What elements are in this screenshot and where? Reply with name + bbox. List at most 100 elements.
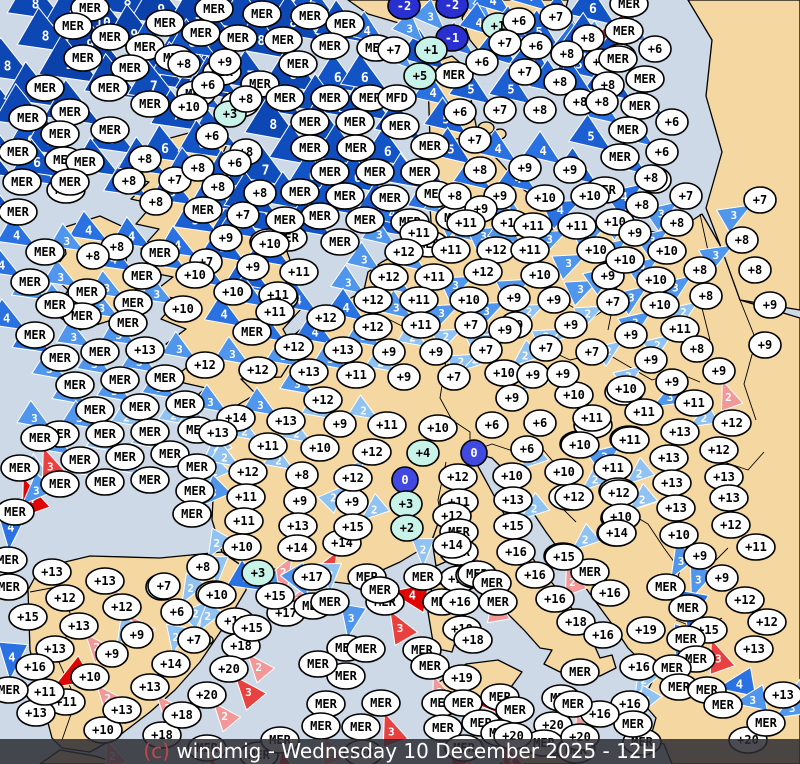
svg-text:MER: MER: [334, 17, 356, 31]
sea-station-oval: MER: [360, 576, 400, 604]
wind-arrow: 3: [389, 609, 419, 647]
temperature-station-oval: +13: [130, 673, 170, 701]
svg-text:4: 4: [85, 224, 92, 238]
svg-text:2: 2: [371, 503, 378, 516]
temperature-station-oval: +9: [748, 331, 782, 359]
svg-text:+16: +16: [628, 660, 650, 674]
svg-text:MER: MER: [251, 7, 273, 21]
svg-text:+2: +2: [400, 521, 414, 535]
svg-text:+11: +11: [345, 368, 367, 382]
svg-text:MER: MER: [4, 505, 26, 519]
svg-text:2: 2: [204, 610, 211, 623]
svg-text:MER: MER: [9, 461, 31, 475]
temperature-station-oval: +10: [83, 716, 123, 744]
temperature-station-oval: +7: [454, 311, 488, 339]
temperature-station-oval: +8: [438, 182, 472, 210]
temperature-station-oval: +9: [753, 291, 787, 319]
svg-text:MER: MER: [159, 447, 181, 461]
svg-text:MER: MER: [315, 697, 337, 711]
svg-text:+9: +9: [564, 318, 578, 332]
svg-text:MER: MER: [7, 145, 29, 159]
svg-text:+7: +7: [447, 370, 461, 384]
temperature-station-oval: +4: [406, 439, 440, 467]
svg-text:MER: MER: [389, 119, 411, 133]
svg-text:+7: +7: [236, 208, 250, 222]
sea-station-oval: MER: [55, 371, 95, 399]
svg-text:MER: MER: [139, 97, 161, 111]
svg-text:+8: +8: [149, 195, 163, 209]
svg-text:+10: +10: [614, 253, 636, 267]
svg-text:+9: +9: [219, 231, 233, 245]
temperature-station-oval: +13: [656, 494, 696, 522]
sea-station-oval: MER: [60, 446, 100, 474]
wind-arrow: 2: [208, 441, 241, 468]
svg-text:+9: +9: [758, 338, 772, 352]
svg-text:+16: +16: [599, 586, 621, 600]
temperature-station-oval: +8: [285, 461, 319, 489]
svg-text:+13: +13: [713, 470, 735, 484]
wind-arrow: 3: [390, 9, 425, 44]
svg-text:MER: MER: [562, 697, 584, 711]
svg-text:+13: +13: [25, 706, 47, 720]
temperature-station-oval: +9: [335, 488, 369, 516]
svg-text:2: 2: [569, 576, 576, 589]
svg-text:+18: +18: [462, 633, 484, 647]
temperature-station-oval: +9: [702, 357, 736, 385]
svg-text:6: 6: [384, 145, 392, 160]
temperature-station-oval: +9: [553, 156, 587, 184]
svg-text:3: 3: [649, 234, 656, 247]
svg-text:+15: +15: [502, 519, 524, 533]
temperature-station-oval: +9: [120, 621, 154, 649]
wind-arrow: 4: [509, 0, 550, 12]
temperature-station-oval: +9: [387, 363, 421, 391]
svg-text:MER: MER: [59, 175, 81, 189]
svg-text:+9: +9: [665, 375, 679, 389]
temperature-station-oval: +12: [333, 464, 373, 492]
svg-text:3: 3: [104, 282, 111, 295]
svg-text:+7: +7: [679, 189, 693, 203]
svg-text:+7: +7: [585, 345, 599, 359]
temperature-station-oval: +12: [228, 458, 268, 486]
svg-text:MER: MER: [34, 81, 56, 95]
svg-text:+9: +9: [246, 260, 260, 274]
sea-station-oval: MER: [172, 500, 212, 528]
svg-text:+8: +8: [239, 92, 253, 106]
svg-text:+12: +12: [247, 363, 269, 377]
temperature-station-oval: +13: [125, 336, 165, 364]
svg-text:8: 8: [4, 59, 12, 74]
temperature-station-oval: +10: [659, 521, 699, 549]
svg-text:-2: -2: [397, 0, 411, 13]
svg-text:MER: MER: [579, 565, 601, 579]
sea-station-oval: MER: [598, 45, 638, 73]
temperature-station-oval: +7: [458, 126, 492, 154]
svg-text:MER: MER: [309, 209, 331, 223]
svg-text:8: 8: [257, 34, 265, 49]
svg-text:5: 5: [507, 83, 514, 97]
temperature-station-oval: +10: [70, 663, 110, 691]
temperature-station-oval: +13: [59, 612, 99, 640]
sea-station-oval: MER: [85, 468, 125, 496]
temperature-station-oval: +15: [544, 543, 584, 571]
svg-text:MER: MER: [69, 453, 91, 467]
svg-text:5: 5: [442, 113, 449, 127]
svg-text:+12: +12: [378, 270, 400, 284]
wind-arrow: 5: [567, 113, 613, 153]
svg-text:+12: +12: [563, 490, 585, 504]
svg-text:+9: +9: [382, 345, 396, 359]
svg-text:6: 6: [161, 142, 169, 157]
svg-text:MFD: MFD: [386, 91, 408, 105]
temperature-station-oval: +10: [554, 381, 594, 409]
temperature-station-oval: +6: [510, 435, 544, 463]
svg-text:4: 4: [557, 203, 564, 217]
temperature-station-oval: +10: [197, 581, 237, 609]
svg-text:+8: +8: [581, 31, 595, 45]
temperature-station-oval: +13: [16, 699, 56, 727]
svg-text:+6: +6: [453, 105, 467, 119]
temperature-station-oval: +11: [513, 212, 553, 240]
svg-text:+10: +10: [92, 723, 114, 737]
svg-text:+11: +11: [519, 243, 541, 257]
svg-text:2: 2: [241, 425, 248, 438]
sea-station-oval: MER: [443, 689, 483, 717]
svg-text:+6: +6: [228, 156, 242, 170]
sea-station-oval: MER: [40, 344, 80, 372]
